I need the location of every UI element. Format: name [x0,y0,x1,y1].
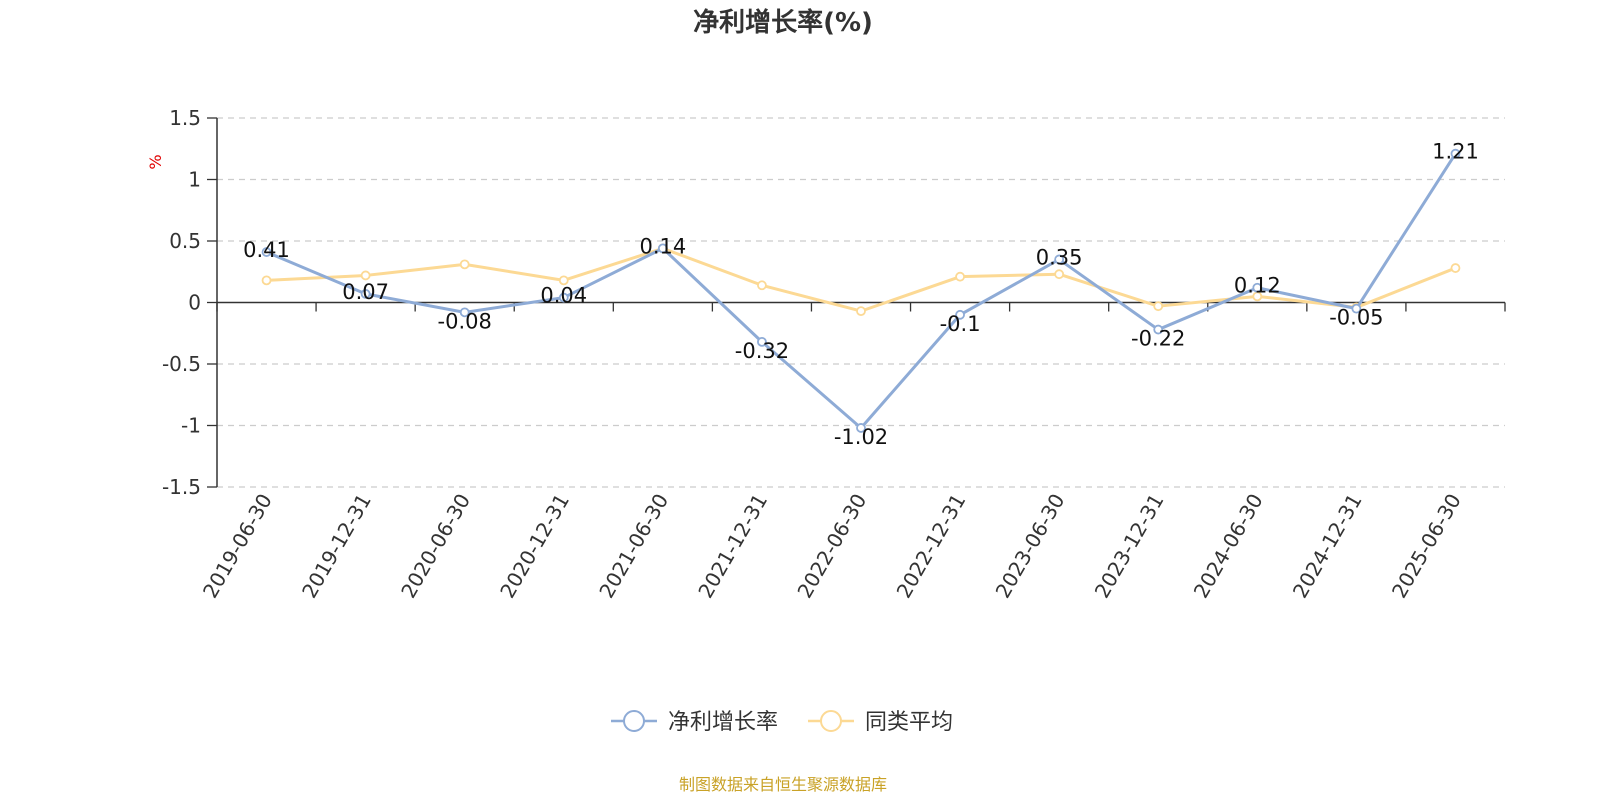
data-point [1054,254,1065,265]
x-tick-label: 2021-06-30 [594,490,673,603]
x-tick-label: 2025-06-30 [1387,490,1466,603]
series-lines [261,148,1461,433]
y-tick-label: 0 [188,291,201,315]
data-point [261,247,272,257]
data-point [360,270,371,281]
x-tick-label: 2021-12-31 [693,490,772,603]
data-point [955,271,965,282]
data-point [1153,301,1164,312]
data-point [955,309,965,320]
data-label: -0.05 [1329,306,1383,330]
data-point [459,259,470,270]
data-label: 0.41 [243,238,290,262]
chart-title: 净利增长率(%) [693,7,873,38]
data-point [459,307,470,318]
data-point [757,280,767,291]
data-label: -1.02 [834,425,888,449]
y-axis-unit: % [146,154,165,169]
x-tick-label: 2020-06-30 [396,490,475,603]
data-point [1054,269,1065,280]
x-tick-label: 2024-06-30 [1189,490,1268,603]
y-tick-label: 1.5 [169,106,201,130]
data-point [1153,324,1164,335]
data-label: -0.1 [940,312,981,336]
x-tick-label: 2022-06-30 [792,490,871,603]
data-point [757,336,767,347]
x-tick-label: 2023-06-30 [991,490,1070,603]
data-label: 0.04 [540,284,587,308]
y-tick-label: -0.5 [162,352,201,376]
legend-marker-icon [623,710,645,732]
legend-label: 同类平均 [865,710,953,735]
x-tick-label: 2019-06-30 [198,490,277,603]
data-label: 0.14 [639,234,686,258]
data-point [558,292,569,303]
legend-item-0[interactable]: 净利增长率 [611,710,778,735]
data-point [856,423,866,433]
x-tick-label: 2019-12-31 [297,490,376,603]
legend-item-1[interactable]: 同类平均 [808,710,953,735]
data-label: -0.22 [1131,327,1185,351]
data-point [558,275,569,286]
data-point [360,288,371,299]
legend-label: 净利增长率 [668,710,778,735]
data-label: 0.35 [1036,245,1083,269]
data-point [1450,148,1461,159]
data-label: -0.08 [438,309,492,333]
x-tick-label: 2023-12-31 [1090,490,1169,603]
y-tick-label: 0.5 [169,229,201,253]
x-tick-label: 2022-12-31 [892,490,971,603]
x-tick-label: 2024-12-31 [1288,490,1367,603]
y-tick-label: -1.5 [162,475,201,499]
data-point [261,275,272,286]
data-point [856,306,866,317]
data-labels: 0.41 0.07 -0.08 0.04 0.14 -0.32 -1.02 -0.1 0.35 -… [243,140,1479,449]
data-point [1450,263,1461,273]
y-tick-label: -1 [181,414,201,438]
data-point [657,243,668,254]
x-tick-label: 2020-12-31 [495,490,574,603]
data-label: 0.07 [342,280,389,304]
data-point [1351,303,1362,314]
legend-marker-icon [820,710,842,732]
data-label: 1.21 [1432,140,1479,164]
y-tick-label: 1 [188,168,201,192]
legend[interactable]: 净利增长率 同类平均 [611,710,953,735]
source-note: 制图数据来自恒生聚源数据库 [679,775,887,794]
data-label: 0.12 [1234,274,1281,298]
data-point [1252,282,1263,293]
data-label: -0.32 [735,339,789,363]
